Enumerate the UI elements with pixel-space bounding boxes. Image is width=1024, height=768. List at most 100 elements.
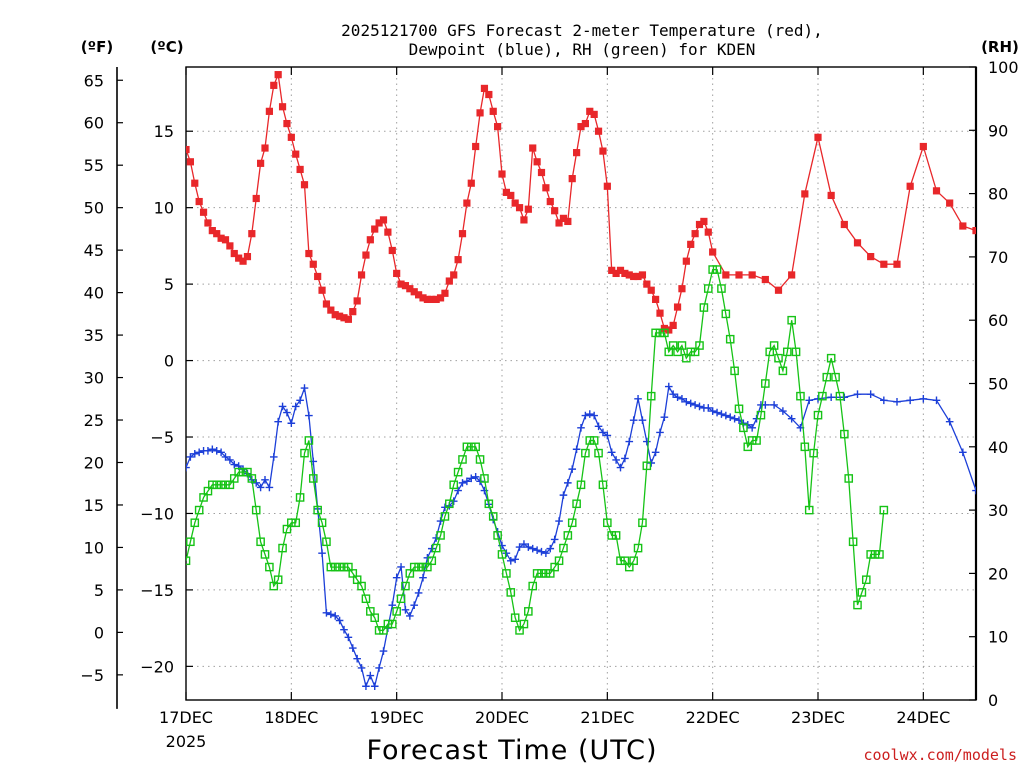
rh-point xyxy=(567,518,577,528)
dewpoint-point xyxy=(392,573,401,582)
2-meter-temperature-series xyxy=(186,71,976,334)
2-meter-temperature-point xyxy=(292,150,300,158)
x-tick-label: 23DEC xyxy=(791,708,845,727)
rh-point xyxy=(234,467,243,477)
2-meter-temperature-point xyxy=(498,170,506,178)
dewpoint-line xyxy=(186,384,976,689)
dewpoint-point xyxy=(972,486,976,495)
2-meter-temperature-point xyxy=(537,168,546,177)
rh-point xyxy=(796,391,805,401)
dewpoint-point xyxy=(436,517,445,525)
dewpoint-point xyxy=(814,394,822,403)
2-meter-temperature-point xyxy=(788,271,796,279)
rh-point xyxy=(677,341,687,350)
dewpoint-point xyxy=(274,417,282,426)
dewpoint-point xyxy=(300,384,309,392)
rh-point xyxy=(291,518,301,528)
dewpoint-point xyxy=(999,554,1007,562)
2-meter-temperature-point xyxy=(652,295,660,304)
2-meter-temperature-point xyxy=(660,324,668,333)
x-tick-label: 21DEC xyxy=(580,708,634,727)
2-meter-temperature-point xyxy=(608,266,616,274)
dewpoint-point xyxy=(327,610,335,619)
rh-point xyxy=(216,480,226,490)
rh-point xyxy=(761,379,770,388)
x-axis-title: Forecast Time (UTC) xyxy=(366,735,657,766)
dewpoint-point xyxy=(379,647,388,655)
rh-point xyxy=(791,347,801,357)
2-meter-temperature-point xyxy=(691,230,699,238)
rh-point xyxy=(361,594,371,604)
dewpoint-point xyxy=(533,546,541,554)
dewpoint-point xyxy=(401,605,410,614)
rh-point xyxy=(251,505,261,515)
dewpoint-point xyxy=(375,664,383,672)
rh-point xyxy=(449,480,459,490)
dewpoint-point xyxy=(572,445,581,454)
rh-point xyxy=(352,575,362,585)
rh-point xyxy=(668,341,678,350)
2-meter-temperature-point xyxy=(243,252,252,261)
2-meter-temperature-point xyxy=(673,303,682,311)
rh-point xyxy=(304,436,314,445)
rh-point xyxy=(853,600,862,610)
2-meter-temperature-point xyxy=(546,197,554,206)
celsius-unit-label: (ºC) xyxy=(150,38,183,56)
rh-point xyxy=(708,265,717,274)
2-meter-temperature-point xyxy=(410,288,418,296)
2-meter-temperature-point xyxy=(248,230,256,238)
rh-tick-label: 90 xyxy=(988,121,1008,140)
fahrenheit-tick-label: 55 xyxy=(84,156,104,175)
rh-point xyxy=(515,626,524,635)
2-meter-temperature-point xyxy=(283,119,291,128)
2-meter-temperature-point xyxy=(300,181,309,189)
dewpoint-point xyxy=(603,431,612,440)
rh-point xyxy=(221,480,230,490)
rh-point xyxy=(616,556,625,566)
dewpoint-point xyxy=(634,394,642,403)
dewpoint-point xyxy=(410,601,419,610)
2-meter-temperature-point xyxy=(458,230,467,238)
dewpoint-point xyxy=(278,402,287,411)
dewpoint-point xyxy=(638,416,647,424)
rh-point xyxy=(317,518,327,528)
2-meter-temperature-point xyxy=(625,271,633,279)
dewpoint-point xyxy=(524,543,533,551)
rh-point xyxy=(537,569,546,578)
dewpoint-point xyxy=(230,460,239,469)
rh-point xyxy=(238,467,248,477)
rh-point xyxy=(769,341,779,350)
dewpoint-point xyxy=(186,453,195,461)
rh-point xyxy=(225,480,235,490)
rh-point xyxy=(730,366,739,376)
dewpoint-point xyxy=(506,557,515,565)
dewpoint-point xyxy=(269,453,278,461)
year-label: 2025 xyxy=(166,732,207,751)
2-meter-temperature-point xyxy=(278,103,287,111)
dewpoint-point xyxy=(840,393,849,402)
rh-point xyxy=(458,455,467,464)
2-meter-temperature-point xyxy=(296,165,304,174)
dewpoint-point xyxy=(651,448,660,457)
rh-point xyxy=(348,569,358,578)
rh-point xyxy=(611,531,621,540)
2-meter-temperature-point xyxy=(472,142,480,151)
rh-point xyxy=(778,366,788,376)
dewpoint-point xyxy=(568,465,577,473)
2-meter-temperature-point xyxy=(318,286,326,294)
rh-point xyxy=(339,562,349,572)
2-meter-temperature-point xyxy=(340,314,348,322)
2-meter-temperature-point xyxy=(305,249,313,258)
rh-point xyxy=(550,562,559,572)
dewpoint-point xyxy=(212,446,221,455)
rh-point xyxy=(664,347,674,357)
2-meter-temperature-point xyxy=(687,240,695,248)
2-meter-temperature-point xyxy=(314,272,322,281)
2-meter-temperature-point xyxy=(375,219,383,227)
dewpoint-point xyxy=(340,625,348,634)
rh-point xyxy=(396,594,406,604)
dewpoint-point xyxy=(265,483,274,492)
rh-point xyxy=(528,581,538,591)
2-meter-temperature-point xyxy=(239,257,247,265)
2-meter-temperature-point xyxy=(581,119,589,128)
